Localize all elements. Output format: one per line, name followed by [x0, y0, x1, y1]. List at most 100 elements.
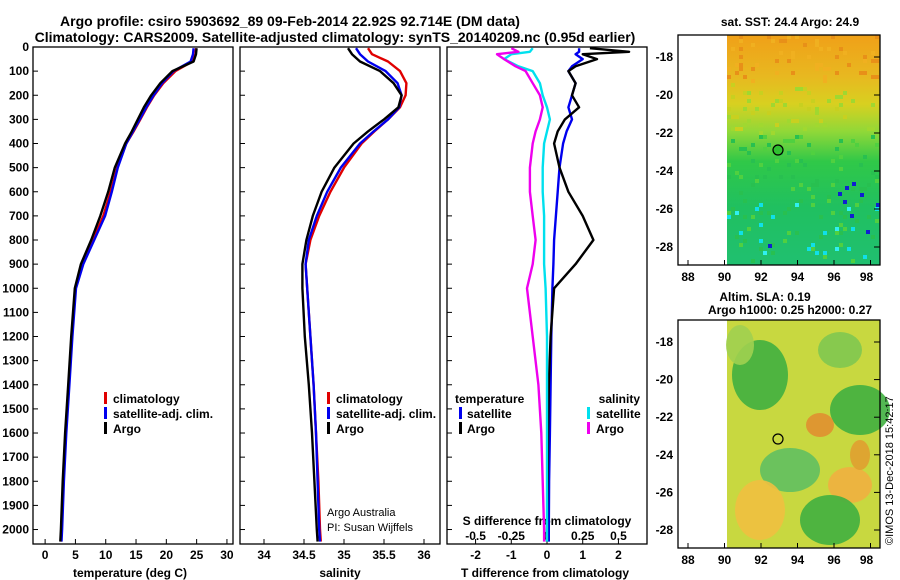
depth-tick-label: 1300 [2, 354, 29, 368]
map-lon-label: 88 [681, 270, 695, 284]
sst-pixel [743, 91, 747, 95]
sla-anomaly-patch [818, 332, 862, 368]
sst-pixel [783, 139, 787, 143]
sst-pixel [855, 143, 859, 147]
x-tick-label: 10 [99, 548, 113, 562]
sst-pixel [791, 51, 795, 55]
sst-field [727, 35, 880, 265]
sst-pixel [871, 103, 875, 107]
sst-pixel [867, 215, 871, 219]
sst-pixel [795, 231, 799, 235]
depth-tick-label: 0 [22, 40, 29, 54]
imos-watermark: ©IMOS 13-Dec-2018 15:42:17 [884, 396, 896, 545]
sst-pixel [751, 259, 755, 263]
sst-pixel [739, 63, 743, 67]
sst-pixel [815, 179, 819, 183]
map-lat-label: -28 [656, 523, 674, 537]
sst-pixel [839, 231, 843, 235]
sst-pixel [751, 67, 755, 71]
sst-pixel [819, 119, 823, 123]
sst-pixel [779, 51, 783, 55]
x-tick-label: 0 [544, 548, 551, 562]
map-lat-label: -26 [656, 202, 674, 216]
sst-pixel [827, 99, 831, 103]
sst-pixel [739, 127, 743, 131]
depth-tick-label: 700 [9, 209, 29, 223]
sst-pixel [835, 247, 839, 251]
s-x-tick-label: 0.5 [610, 529, 627, 543]
sla-anomaly-patch [850, 440, 870, 470]
sst-pixel [859, 199, 863, 203]
sst-pixel [839, 243, 843, 247]
sst-map-frame [677, 34, 881, 266]
sst-pixel [835, 179, 839, 183]
sst-pixel [759, 163, 763, 167]
sla-map [677, 319, 890, 549]
sst-pixel [775, 159, 779, 163]
sst-pixel [727, 75, 731, 79]
sst-pixel [875, 175, 879, 179]
map-lat-label: -28 [656, 240, 674, 254]
sst-pixel [763, 175, 767, 179]
credit-line1: Argo Australia [327, 507, 396, 519]
sst-pixel [838, 192, 842, 196]
sst-pixel [839, 47, 843, 51]
sla-anomaly-patch [735, 480, 785, 540]
x-tick-label: 35.5 [372, 548, 396, 562]
sst-pixel [871, 59, 875, 63]
sst-pixel [827, 199, 831, 203]
sst-pixel [779, 99, 783, 103]
sst-pixel [795, 203, 799, 207]
sst-pixel [819, 47, 823, 51]
sst-pixel [811, 99, 815, 103]
legend-satellite-swatch [104, 407, 107, 419]
sst-pixel [787, 35, 791, 39]
sst-pixel [811, 183, 815, 187]
sst-pixel [823, 79, 827, 83]
sst-pixel [871, 171, 875, 175]
sst-pixel [791, 55, 795, 59]
sst-pixel [811, 151, 815, 155]
map-lon-label: 96 [827, 553, 841, 567]
sst-pixel [791, 71, 795, 75]
sst-pixel [743, 107, 747, 111]
sst-pixel [807, 107, 811, 111]
sst-pixel [759, 203, 763, 207]
sst-pixel [739, 39, 743, 43]
sst-pixel [831, 35, 835, 39]
s-x-tick-label: -0.25 [498, 529, 526, 543]
temperature-legend: climatology satellite-adj. clim. Argo [104, 392, 213, 436]
sst-pixel [839, 167, 843, 171]
sst-pixel [747, 227, 751, 231]
map-lon-label: 98 [860, 553, 874, 567]
sst-pixel [747, 99, 751, 103]
s-x-tick-label: 0.25 [571, 529, 595, 543]
difference-legend: temperature salinity satellite Argo sate… [455, 392, 641, 436]
sst-pixel [811, 243, 815, 247]
sst-pixel [743, 215, 747, 219]
sst-pixel [866, 230, 870, 234]
sst-pixel [851, 259, 855, 263]
sst-pixel [767, 35, 771, 39]
sst-pixel [847, 207, 851, 211]
sst-pixel [827, 67, 831, 71]
x-tick-label: 15 [129, 548, 143, 562]
salinity-xlabel: salinity [319, 566, 361, 580]
sst-pixel [819, 215, 823, 219]
depth-tick-label: 1600 [2, 426, 29, 440]
sst-pixel [835, 231, 839, 235]
sst-pixel [795, 119, 799, 123]
sst-pixel [759, 223, 763, 227]
sst-pixel [867, 127, 871, 131]
argo-float-marker [772, 433, 784, 445]
legend-argo-swatch [104, 422, 107, 434]
sst-pixel [743, 123, 747, 127]
credit-line2: PI: Susan Wijffels [327, 522, 413, 534]
sst-pixel [823, 255, 827, 259]
sst-pixel [727, 163, 731, 167]
sst-pixel [743, 75, 747, 79]
map-lon-label: 88 [681, 553, 695, 567]
salinity-panel-frame [239, 46, 441, 545]
sla-anomaly-patch [806, 413, 834, 437]
sst-pixel [787, 231, 791, 235]
